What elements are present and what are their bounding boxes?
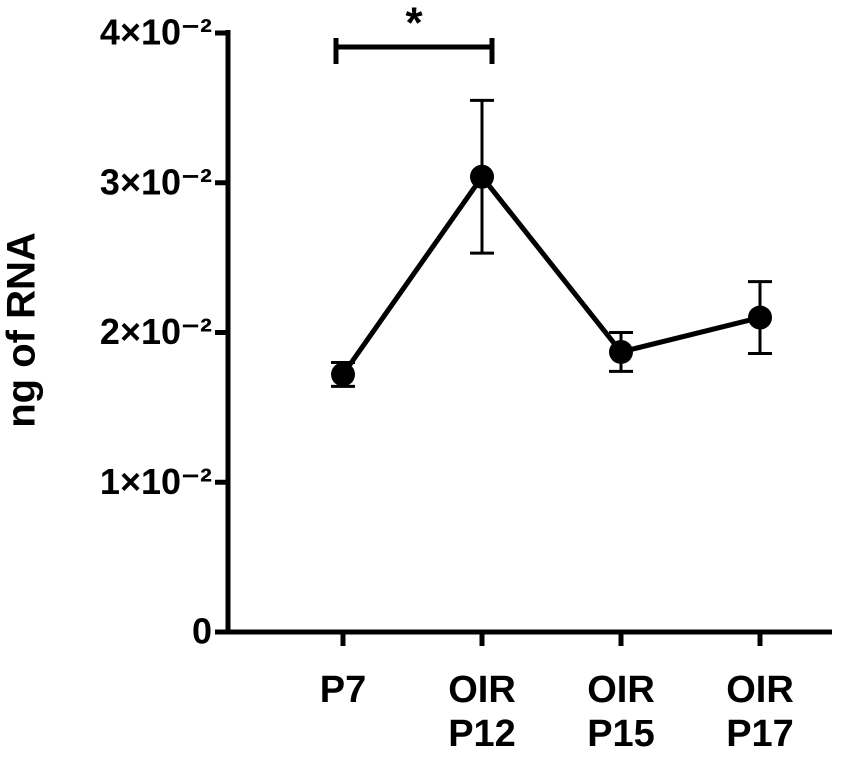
significance-bracket bbox=[333, 38, 495, 64]
x-tick-label: OIR P12 bbox=[448, 669, 516, 755]
y-tick-label: 4×10⁻² bbox=[100, 12, 212, 53]
line bbox=[340, 172, 761, 376]
y-tick-label: 0 bbox=[192, 611, 212, 652]
y-tick-label: 2×10⁻² bbox=[100, 311, 212, 352]
y-tick-label: 1×10⁻² bbox=[100, 461, 212, 502]
point bbox=[748, 305, 772, 330]
y-tick-label: 3×10⁻² bbox=[100, 161, 212, 202]
x-tick-label: OIR P15 bbox=[587, 669, 655, 755]
point bbox=[609, 339, 633, 364]
point bbox=[470, 164, 494, 189]
y-axis-label: ng of RNA bbox=[0, 232, 44, 428]
x-tick-label: P7 bbox=[319, 669, 367, 711]
significance-label: * bbox=[405, 0, 423, 48]
x-tick-label: OIR P17 bbox=[726, 669, 794, 755]
point bbox=[331, 362, 355, 387]
